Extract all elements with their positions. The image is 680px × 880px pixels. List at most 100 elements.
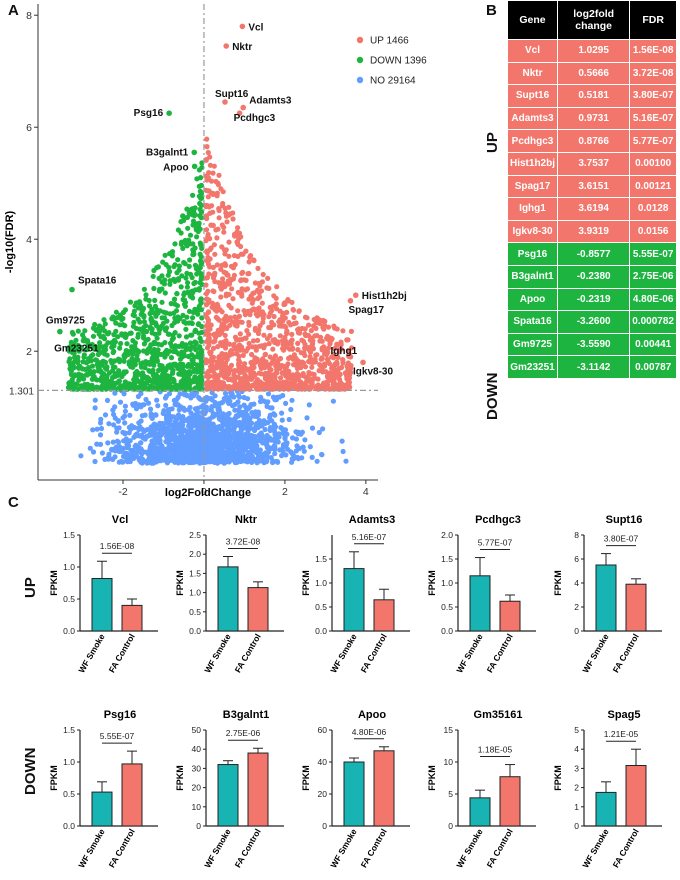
up-point bbox=[326, 361, 333, 367]
down-point bbox=[184, 344, 190, 351]
no-point bbox=[238, 425, 244, 431]
down-point bbox=[112, 373, 118, 379]
x-tick-label: FA Control bbox=[611, 632, 641, 674]
up-point bbox=[203, 357, 209, 363]
bar-fa-control bbox=[625, 583, 647, 632]
up-point bbox=[204, 248, 210, 254]
down-point bbox=[143, 292, 149, 298]
up-point bbox=[336, 373, 342, 379]
down-point bbox=[159, 286, 165, 292]
fpkm-chart-apoo: Apoo 0 20 40 60 FPKM WF Smoke FA Control 4.80E-0… bbox=[302, 709, 410, 870]
down-point bbox=[172, 361, 178, 367]
x-tick-label: 2 bbox=[282, 486, 288, 498]
down-point bbox=[197, 240, 203, 246]
down-point bbox=[176, 267, 182, 273]
down-point bbox=[185, 353, 192, 360]
down-point bbox=[169, 322, 175, 329]
up-point bbox=[302, 364, 309, 370]
down-point bbox=[75, 358, 81, 364]
no-point bbox=[256, 417, 262, 423]
no-point bbox=[128, 426, 134, 432]
no-point bbox=[283, 452, 289, 458]
labeled-point bbox=[191, 163, 198, 170]
panel-c-label: C bbox=[8, 494, 19, 511]
bar-fa-control bbox=[499, 776, 521, 827]
down-point bbox=[183, 326, 189, 332]
up-point bbox=[250, 306, 257, 312]
no-point bbox=[290, 451, 296, 457]
no-point bbox=[111, 422, 117, 428]
up-point bbox=[206, 271, 212, 277]
down-point bbox=[85, 381, 91, 387]
down-point bbox=[154, 379, 160, 385]
up-point bbox=[240, 347, 246, 353]
up-point bbox=[252, 372, 258, 378]
down-point bbox=[92, 357, 99, 363]
y-tick-label: 4 bbox=[574, 578, 579, 588]
down-point bbox=[141, 286, 147, 292]
up-point bbox=[227, 315, 233, 321]
no-point bbox=[194, 446, 200, 452]
down-point bbox=[117, 345, 123, 351]
table-row: Adamts3 0.9731 5.16E-07 bbox=[506, 106, 677, 131]
no-point bbox=[267, 405, 273, 411]
legend-label: NO 29164 bbox=[370, 76, 416, 87]
down-point bbox=[159, 273, 165, 279]
up-point bbox=[268, 361, 274, 367]
down-point bbox=[90, 370, 96, 376]
down-point bbox=[137, 300, 143, 306]
up-point bbox=[265, 275, 271, 281]
down-point bbox=[167, 251, 173, 257]
down-point bbox=[190, 360, 196, 366]
no-point bbox=[198, 404, 204, 410]
up-point bbox=[289, 346, 295, 352]
up-point bbox=[204, 296, 210, 302]
up-point bbox=[255, 306, 261, 312]
down-point bbox=[85, 358, 91, 365]
bars-row-down: DOWN bbox=[22, 747, 39, 796]
up-point bbox=[210, 288, 216, 294]
no-point bbox=[279, 417, 285, 423]
bar-wf-smoke bbox=[469, 797, 491, 827]
gene-cell: B3galnt1 bbox=[506, 264, 559, 289]
x-tick-label: -2 bbox=[118, 486, 127, 498]
up-point bbox=[259, 383, 266, 389]
down-point bbox=[102, 359, 109, 365]
no-point bbox=[293, 436, 299, 442]
down-point bbox=[120, 315, 126, 322]
no-point bbox=[197, 454, 203, 460]
up-point bbox=[282, 368, 288, 374]
down-point bbox=[185, 225, 191, 231]
bar-fa-control bbox=[121, 604, 143, 632]
down-point bbox=[184, 284, 190, 290]
no-point bbox=[258, 431, 264, 437]
up-point bbox=[273, 379, 279, 385]
x-tick-label: WF Smoke bbox=[580, 632, 611, 675]
down-point bbox=[101, 336, 108, 342]
no-point bbox=[309, 454, 315, 460]
no-point bbox=[258, 437, 264, 443]
no-point bbox=[243, 446, 249, 452]
down-point bbox=[106, 370, 113, 376]
down-point bbox=[140, 326, 146, 332]
down-point bbox=[140, 376, 146, 382]
down-point bbox=[132, 343, 138, 349]
no-point bbox=[123, 453, 129, 459]
no-point bbox=[127, 438, 133, 444]
down-point bbox=[155, 385, 161, 391]
down-point bbox=[190, 315, 196, 321]
p-value-label: 1.18E-05 bbox=[478, 745, 513, 755]
down-point bbox=[182, 261, 188, 267]
no-point bbox=[215, 432, 221, 439]
chart-title: Apoo bbox=[358, 709, 386, 721]
x-tick-label: WF Smoke bbox=[328, 827, 359, 870]
down-point bbox=[176, 384, 182, 391]
no-point bbox=[158, 432, 165, 438]
down-point bbox=[152, 358, 158, 364]
down-point bbox=[172, 262, 178, 268]
x-tick-label: WF Smoke bbox=[454, 827, 485, 870]
no-point bbox=[330, 398, 336, 404]
up-point bbox=[210, 302, 216, 308]
x-tick-label: 0 bbox=[201, 486, 207, 498]
x-tick-label: FA Control bbox=[485, 632, 515, 674]
